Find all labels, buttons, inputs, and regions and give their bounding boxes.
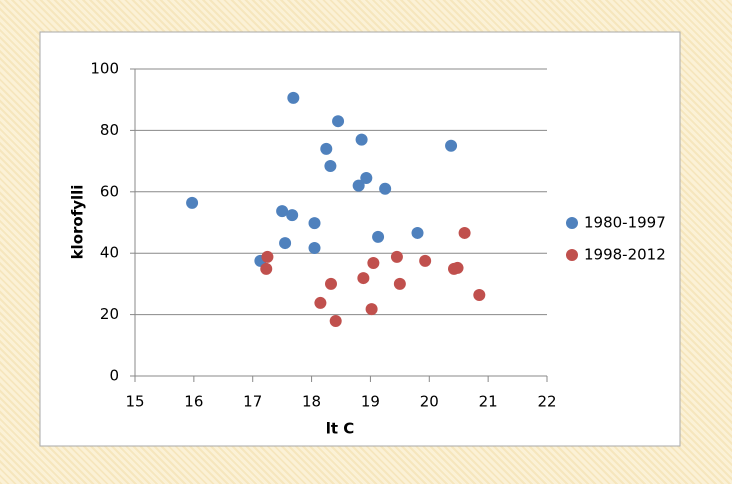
x-axis-title: lt C bbox=[326, 420, 355, 438]
legend-label: 1998-2012 bbox=[584, 246, 666, 264]
point bbox=[379, 182, 392, 195]
y-tick-label: 100 bbox=[90, 60, 119, 78]
point bbox=[411, 226, 424, 239]
point bbox=[445, 139, 458, 152]
x-tick-label: 22 bbox=[537, 393, 556, 411]
x-tick-label: 16 bbox=[184, 393, 203, 411]
point bbox=[355, 133, 368, 146]
point bbox=[393, 277, 406, 290]
point bbox=[419, 254, 432, 267]
point bbox=[451, 261, 464, 274]
legend-marker bbox=[566, 217, 578, 229]
point bbox=[360, 171, 373, 184]
point bbox=[357, 272, 370, 285]
point bbox=[390, 250, 403, 263]
y-tick-label: 60 bbox=[100, 182, 119, 200]
point bbox=[367, 257, 380, 270]
point bbox=[352, 179, 365, 192]
point bbox=[473, 288, 486, 301]
x-tick-label: 21 bbox=[479, 393, 498, 411]
legend-label: 1980-1997 bbox=[584, 214, 666, 232]
point bbox=[261, 250, 274, 263]
chart-area bbox=[39, 31, 681, 447]
point bbox=[324, 160, 337, 173]
point bbox=[329, 315, 342, 328]
y-axis-title: klorofylli bbox=[69, 185, 87, 260]
point bbox=[279, 237, 292, 250]
x-tick-label: 18 bbox=[302, 393, 321, 411]
y-tick-label: 40 bbox=[100, 244, 119, 262]
y-tick-label: 0 bbox=[109, 367, 119, 385]
x-tick-label: 15 bbox=[125, 393, 144, 411]
point bbox=[372, 230, 385, 243]
point bbox=[186, 196, 199, 209]
x-tick-label: 19 bbox=[361, 393, 380, 411]
point bbox=[286, 209, 299, 222]
y-tick-label: 20 bbox=[100, 305, 119, 323]
point bbox=[314, 296, 327, 309]
point bbox=[308, 241, 321, 254]
point bbox=[287, 91, 300, 104]
point bbox=[324, 277, 337, 290]
y-tick-label: 80 bbox=[100, 121, 119, 139]
point bbox=[320, 142, 333, 155]
point bbox=[365, 303, 378, 316]
point bbox=[332, 115, 345, 128]
x-tick-label: 17 bbox=[243, 393, 262, 411]
point bbox=[260, 262, 273, 275]
point bbox=[276, 205, 289, 218]
point bbox=[308, 217, 321, 230]
legend-marker bbox=[566, 249, 578, 261]
point bbox=[458, 226, 471, 239]
x-tick-label: 20 bbox=[420, 393, 439, 411]
